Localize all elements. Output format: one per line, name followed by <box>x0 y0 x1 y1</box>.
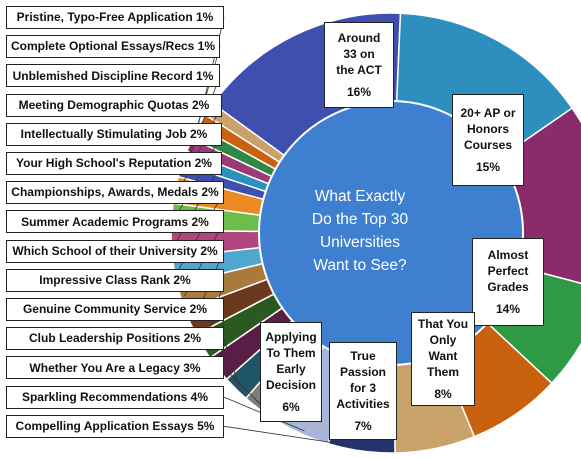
slice-value-label: 6% <box>282 400 300 415</box>
slice-label-text: for 3 <box>349 380 376 395</box>
callout-label: Summer Academic Programs 2% <box>6 210 224 234</box>
slice-label-text: Only <box>429 332 457 347</box>
callout-label: Sparkling Recommendations 4% <box>6 385 224 409</box>
slice-label-text: 20+ AP or <box>460 105 516 120</box>
callout-label: Whether You Are a Legacy 3% <box>6 356 224 380</box>
slice-label-text: Them <box>426 365 459 380</box>
slice-label-text: Decision <box>265 378 316 393</box>
leader-line <box>223 338 240 387</box>
callout-label: Club Leadership Positions 2% <box>6 327 224 351</box>
chart-title-line: What Exactly <box>314 187 406 205</box>
callout-label: Intellectually Stimulating Job 2% <box>6 122 222 146</box>
slice-label-text: Early <box>276 361 306 376</box>
slice-label-text: Want <box>428 348 458 363</box>
slice-label-text: Applying <box>265 329 317 344</box>
callout-label: Compelling Application Essays 5% <box>6 414 224 438</box>
slice-value-label: 14% <box>495 302 521 317</box>
slice-label-text: Courses <box>463 138 513 152</box>
chart-title-line: Want to See? <box>313 257 407 275</box>
slice-label-2: 20+ AP or Honors Courses 15% <box>452 94 524 186</box>
chart-title-line: Universities <box>319 234 401 251</box>
callout-label: Your High School's Reputation 2% <box>6 152 222 175</box>
callout-label: Which School of their University 2% <box>6 239 224 263</box>
slice-label-text: That You <box>417 316 469 331</box>
slice-label-6: Applying To Them Early Decision 6% <box>260 322 322 422</box>
slice-label-text: Around <box>337 30 381 45</box>
callout-label: Meeting Demographic Quotas 2% <box>6 93 222 117</box>
callout-label: Unblemished Discipline Record 1% <box>6 64 220 88</box>
slice-label-text: Grades <box>487 280 529 294</box>
callout-label: Impressive Class Rank 2% <box>6 268 224 292</box>
chart-title: What Exactly Do the Top 30 Universities Wan… <box>262 170 458 292</box>
slice-value-label: 16% <box>346 85 372 100</box>
slice-label-text: To Them <box>266 345 316 360</box>
callout-label: Genuine Community Service 2% <box>6 298 224 321</box>
slice-label-text: 33 on <box>343 46 375 61</box>
slice-label-text: the ACT <box>336 63 382 77</box>
slice-value-label: 7% <box>354 419 372 434</box>
chart-title-line: Do the Top 30 <box>311 210 409 228</box>
slice-label-5: True Passion for 3 Activities 7% <box>329 342 397 440</box>
slice-label-4: That You Only Want Them 8% <box>411 312 475 406</box>
slice-label-text: Perfect <box>487 263 529 278</box>
slice-label-text: Honors <box>467 121 509 136</box>
leader-line <box>223 367 265 408</box>
slice-label-1: Around 33 on the ACT 16% <box>324 22 394 108</box>
slice-label-text: Passion <box>339 364 387 379</box>
slice-label-text: Activities <box>336 397 390 412</box>
callout-label: Complete Optional Essays/Recs 1% <box>6 35 220 59</box>
slice-label-text: True <box>350 348 376 363</box>
slice-value-label: 15% <box>475 160 501 175</box>
callout-label: Championships, Awards, Medals 2% <box>6 181 224 205</box>
leader-line <box>223 425 362 448</box>
callout-label: Pristine, Typo-Free Application 1% <box>6 6 224 29</box>
leader-line <box>178 104 223 191</box>
slice-label-text: Almost <box>487 247 529 262</box>
slice-value-label: 8% <box>434 387 452 402</box>
slice-label-3: Almost Perfect Grades 14% <box>472 238 544 326</box>
